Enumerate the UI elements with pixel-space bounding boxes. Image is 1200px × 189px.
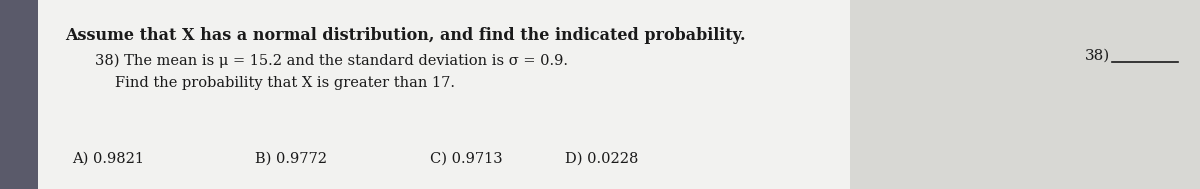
Text: A) 0.9821: A) 0.9821 (72, 152, 144, 166)
Text: 38): 38) (1085, 49, 1110, 63)
Text: Find the probability that X is greater than 17.: Find the probability that X is greater t… (115, 76, 455, 90)
Text: 38) The mean is μ = 15.2 and the standard deviation is σ = 0.9.: 38) The mean is μ = 15.2 and the standar… (95, 54, 568, 68)
Text: B) 0.9772: B) 0.9772 (254, 152, 326, 166)
Text: D) 0.0228: D) 0.0228 (565, 152, 638, 166)
Text: C) 0.9713: C) 0.9713 (430, 152, 503, 166)
Bar (850, 0, 1200, 189)
Bar (0, 0, 38, 189)
Text: Assume that X has a normal distribution, and find the indicated probability.: Assume that X has a normal distribution,… (65, 28, 745, 44)
Bar (38, 0, 1100, 189)
